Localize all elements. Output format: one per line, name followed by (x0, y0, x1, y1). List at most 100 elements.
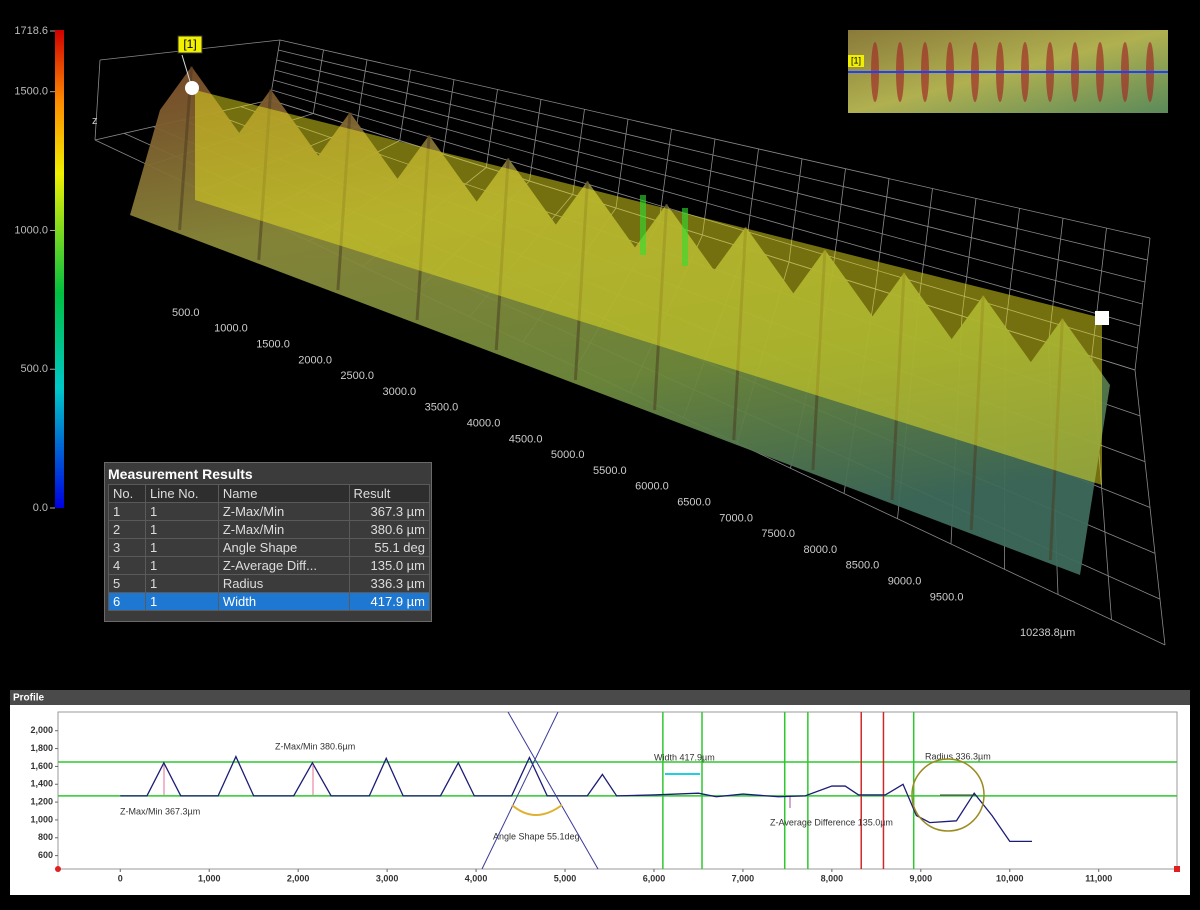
result-row[interactable]: 2 1 Z-Max/Min 380.6 µm (107, 520, 431, 539)
column-header: No. (107, 484, 147, 503)
result-row[interactable]: 5 1 Radius 336.3 µm (107, 574, 431, 593)
annotation: Angle Shape 55.1deg (493, 831, 580, 841)
y-tick-label: 1,200 (30, 796, 53, 806)
x-tick-label: 6,000 (643, 873, 666, 883)
y-tick-label: 1,400 (30, 779, 53, 789)
cell: Z-Max/Min (217, 520, 350, 539)
annotation: Radius 336.3µm (925, 751, 991, 761)
color-scale (55, 30, 64, 508)
cell: 55.1 deg (348, 538, 431, 557)
x-axis-label-3d: 1000.0 (214, 323, 248, 335)
angle-arc (511, 804, 563, 816)
marker-label: [1] (183, 37, 196, 51)
profile-plot: 600 800 1,000 1,200 1,400 1,600 1,800 2,000 0 1,0… (30, 712, 1177, 883)
x-axis-label-3d: 6000.0 (635, 481, 669, 493)
cell: 1 (145, 502, 219, 521)
grid-3d-line (274, 69, 1143, 305)
radius-circle (911, 758, 985, 832)
result-row[interactable]: 6 1 Width 417.9 µm (107, 592, 431, 611)
annotation: Width 417.9µm (654, 752, 715, 762)
annotation: Z-Average Difference 135.0µm (770, 817, 893, 827)
grid-3d-line (273, 79, 1141, 327)
x-axis-label-3d: 5500.0 (593, 465, 627, 477)
cell: Radius (217, 574, 350, 593)
inset-marker-label: [1] (851, 55, 861, 65)
x-axis-label-3d: 6500.0 (677, 497, 711, 509)
y-tick-label: 1,000 (30, 814, 53, 824)
x-axis-label-3d: 8500.0 (846, 560, 880, 572)
angle-line (507, 711, 599, 870)
range-end[interactable] (1174, 866, 1180, 872)
cell: 336.3 µm (348, 574, 431, 593)
grid-3d-line (278, 49, 1148, 261)
result-row[interactable]: 3 1 Angle Shape 55.1 deg (107, 538, 431, 557)
x-axis-label-3d: 1500.0 (256, 339, 290, 351)
x-tick-label: 7,000 (732, 873, 755, 883)
measurement-results-panel: Measurement Results No. Line No. Name Resul… (104, 462, 432, 622)
grid-3d-line (279, 39, 1151, 239)
profile-tools (55, 711, 1180, 872)
cell: Z-Average Diff... (217, 556, 350, 575)
x-axis-label-3d: 9000.0 (888, 576, 922, 588)
x-tick-label: 0 (118, 873, 123, 883)
color-scale-label: 0.0 (33, 502, 48, 514)
column-header: Result (348, 484, 431, 503)
cell: 1 (145, 592, 219, 611)
result-row[interactable]: 1 1 Z-Max/Min 367.3 µm (107, 502, 431, 521)
x-axis-label-3d: 3000.0 (383, 386, 417, 398)
inset-image: [1] (848, 30, 1168, 113)
measure-plane (682, 208, 688, 266)
header-row: No. Line No. Name Result (107, 484, 431, 503)
x-tick-label: 3,000 (376, 873, 399, 883)
x-tick-label: 1,000 (198, 873, 221, 883)
x-axis-label-3d: 7500.0 (761, 528, 795, 540)
result-row[interactable]: 4 1 Z-Average Diff... 135.0 µm (107, 556, 431, 575)
x-axis-end-label: 10238.8µm (1020, 627, 1075, 639)
marker-box (177, 35, 203, 54)
profile-title: Profile (13, 693, 45, 704)
annotation: Z-Max/Min 367.3µm (120, 806, 200, 816)
x-axis-label-3d: 3500.0 (425, 402, 459, 414)
color-scale-label: 1000.0 (14, 224, 48, 236)
x-axis-label-3d: 9500.0 (930, 591, 964, 603)
cell: 1 (145, 538, 219, 557)
x-axis-label-3d: 8000.0 (804, 544, 838, 556)
y-tick-label: 1,800 (30, 743, 53, 753)
x-axis-label-3d: 5000.0 (551, 449, 585, 461)
measure-plane (640, 195, 646, 255)
results-title: Measurement Results (108, 466, 253, 482)
cell: 1 (145, 556, 219, 575)
cell: Angle Shape (217, 538, 350, 557)
x-axis-label-3d: 2500.0 (340, 370, 374, 382)
y-tick-label: 1,600 (30, 761, 53, 771)
cell: 5 (107, 574, 147, 593)
y-tick-label: 800 (38, 832, 53, 842)
grid-3d-line (276, 59, 1146, 283)
color-scale-label: 1718.6 (14, 25, 48, 37)
cell: 135.0 µm (348, 556, 431, 575)
column-header: Line No. (145, 484, 219, 503)
range-start[interactable] (55, 866, 61, 872)
cell: 6 (107, 592, 147, 611)
cell: 3 (107, 538, 147, 557)
color-scale-label: 1500.0 (14, 86, 48, 98)
cell: Width (217, 592, 350, 611)
color-scale-label: 500.0 (20, 363, 48, 375)
x-tick-label: 5,000 (554, 873, 577, 883)
y-tick-label: 600 (38, 850, 53, 860)
start-point[interactable] (185, 81, 199, 95)
annotation: Z-Max/Min 380.6µm (275, 741, 355, 751)
x-axis-label-3d: 7000.0 (719, 512, 753, 524)
cell: 367.3 µm (348, 502, 431, 521)
x-tick-label: 8,000 (821, 873, 844, 883)
cell: Z-Max/Min (217, 502, 350, 521)
plot-area (57, 711, 1178, 870)
angle-line (481, 711, 559, 870)
inset-marker-box (848, 55, 864, 67)
column-header: Name (217, 484, 350, 503)
x-tick-label: 2,000 (287, 873, 310, 883)
results-table: No. Line No. Name Result 1 1 Z-Max/Min 367.3 µm… (107, 484, 431, 611)
end-point[interactable] (1095, 311, 1109, 325)
profile-plane (195, 90, 1102, 485)
